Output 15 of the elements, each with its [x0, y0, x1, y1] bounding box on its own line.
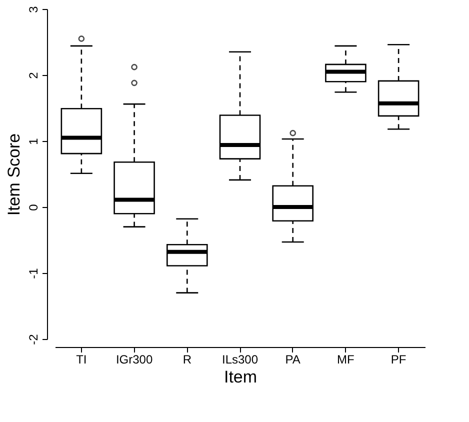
x-tick-label: PA	[285, 352, 300, 366]
x-tick-label: MF	[337, 352, 354, 366]
x-tick-label: PF	[390, 352, 406, 366]
y-tick-label: -1	[26, 268, 40, 279]
y-tick-label: 0	[26, 204, 40, 211]
x-tick-label: R	[182, 352, 192, 366]
x-tick-label: IGr300	[116, 352, 153, 366]
y-tick-label: 2	[26, 72, 40, 79]
x-tick-label: TI	[76, 352, 87, 366]
y-axis-title: Item Score	[4, 133, 24, 216]
x-axis-title: Item	[224, 368, 258, 386]
x-tick-label: ILs300	[222, 352, 258, 366]
y-tick-label: 3	[26, 6, 40, 13]
y-tick-label: -2	[26, 334, 40, 345]
y-tick-label: 1	[26, 138, 40, 145]
